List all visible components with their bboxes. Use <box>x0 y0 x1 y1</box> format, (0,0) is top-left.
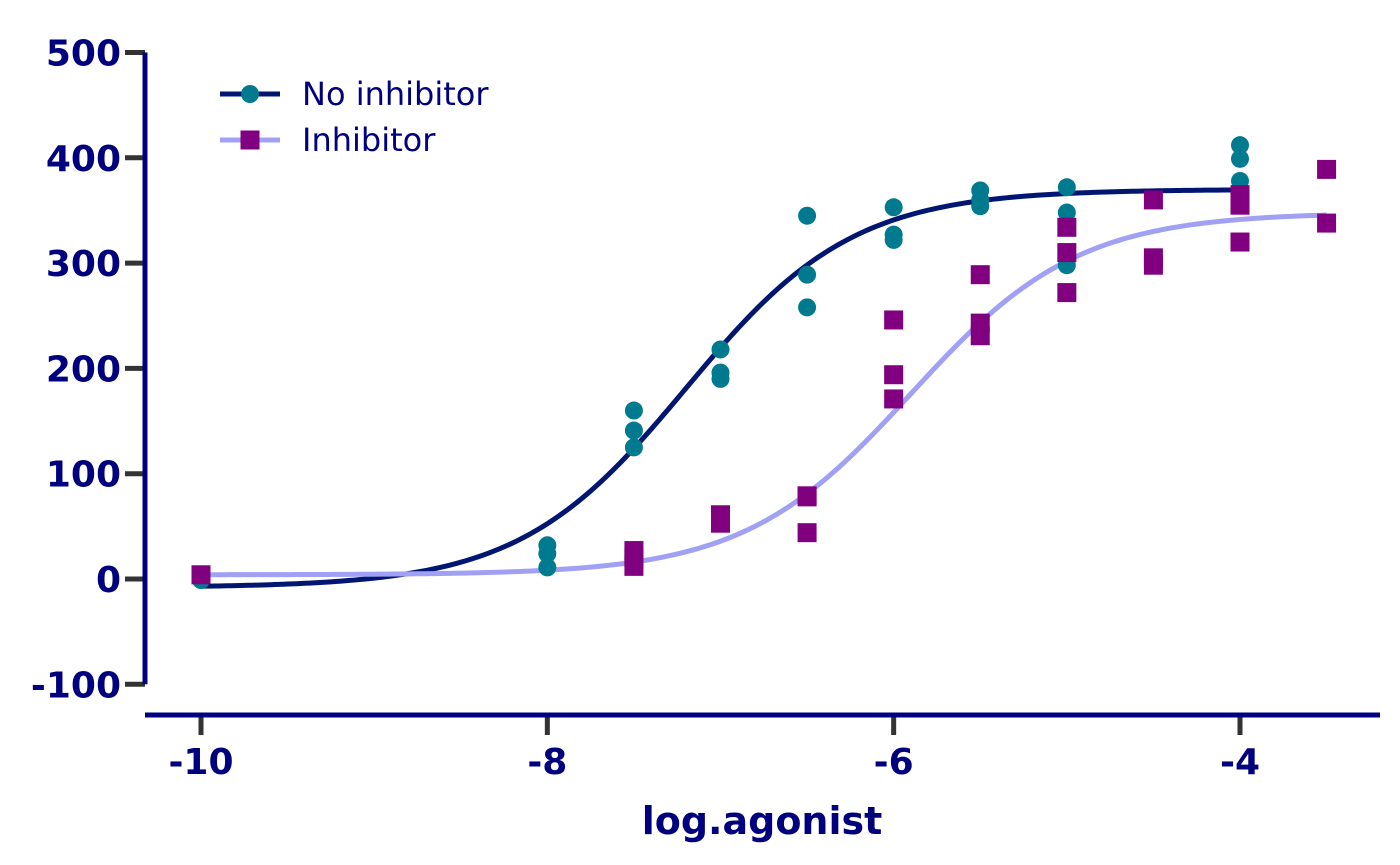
data-point-inhibitor <box>884 310 904 330</box>
data-point-inhibitor <box>191 565 211 585</box>
y-tick-label: 0 <box>96 560 121 601</box>
data-point-inhibitor <box>1057 243 1077 263</box>
legend: No inhibitor Inhibitor <box>220 75 489 159</box>
data-point-inhibitor <box>1057 283 1077 303</box>
data-point-no-inhibitor <box>711 340 730 359</box>
data-point-no-inhibitor <box>711 369 730 388</box>
data-point-inhibitor <box>884 389 904 409</box>
data-point-no-inhibitor <box>624 401 643 420</box>
data-point-no-inhibitor <box>1057 178 1076 197</box>
data-point-no-inhibitor <box>1231 136 1249 155</box>
y-tick-label: -100 <box>31 665 121 706</box>
legend-label: Inhibitor <box>302 121 436 159</box>
data-point-inhibitor <box>711 513 730 533</box>
y-tick-label: 300 <box>46 244 121 285</box>
data-point-no-inhibitor <box>798 265 817 284</box>
data-point-inhibitor <box>1057 217 1077 237</box>
y-tick-label: 500 <box>46 34 121 75</box>
data-point-no-inhibitor <box>538 558 557 577</box>
data-point-inhibitor <box>1317 159 1337 179</box>
data-points <box>191 136 1337 590</box>
legend-marker-square <box>240 130 260 150</box>
legend-label: No inhibitor <box>302 75 489 113</box>
y-axis-ticks: -100 0 100 200 300 400 500 <box>31 34 145 706</box>
data-point-no-inhibitor <box>798 298 817 317</box>
data-point-inhibitor <box>970 326 990 346</box>
data-point-inhibitor <box>1143 190 1163 210</box>
x-axis-title: log.agonist <box>642 799 883 843</box>
data-point-inhibitor <box>1230 195 1250 215</box>
legend-marker-circle <box>241 85 259 103</box>
data-point-no-inhibitor <box>798 206 817 225</box>
data-point-no-inhibitor <box>538 544 557 563</box>
x-tick-label: -10 <box>168 742 233 783</box>
data-point-inhibitor <box>884 365 904 385</box>
data-point-inhibitor <box>1143 255 1163 275</box>
data-point-no-inhibitor <box>1057 203 1076 222</box>
data-point-no-inhibitor <box>971 197 990 216</box>
data-point-inhibitor <box>797 487 817 507</box>
y-tick-label: 400 <box>46 139 121 180</box>
data-point-no-inhibitor <box>884 198 903 217</box>
data-point-inhibitor <box>624 556 644 576</box>
x-tick-label: -6 <box>874 742 914 783</box>
y-tick-label: 200 <box>46 349 121 390</box>
data-point-no-inhibitor <box>884 230 903 249</box>
x-tick-label: -8 <box>527 742 567 783</box>
data-point-no-inhibitor <box>624 421 643 440</box>
data-point-no-inhibitor <box>624 438 643 457</box>
data-point-inhibitor <box>1317 213 1337 233</box>
x-tick-label: -4 <box>1220 742 1260 783</box>
y-tick-label: 100 <box>46 455 121 496</box>
fit-curve-inhibitor <box>201 212 1327 578</box>
data-point-inhibitor <box>1230 232 1250 252</box>
x-axis-ticks: -10 -8 -6 -4 <box>168 715 1260 783</box>
data-point-inhibitor <box>970 265 990 285</box>
data-point-inhibitor <box>797 523 817 543</box>
data-point-no-inhibitor <box>1231 149 1249 168</box>
